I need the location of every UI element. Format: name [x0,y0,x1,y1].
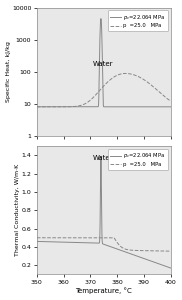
p  =25.0   MPa [87,236,89,240]
$p_c$=22.064 MPa [123,250,125,253]
p  =25.0   MPa [169,99,172,103]
$p_c$=22.064 MPa [136,254,138,258]
$p_c$=22.064 MPa [87,241,89,245]
$p_c$=22.064 MPa [100,154,102,158]
$p_c$=22.064 MPa [123,105,125,109]
p  =25.0   MPa [169,249,172,253]
Y-axis label: Specific Heat, kJ/kg: Specific Heat, kJ/kg [6,41,11,102]
$p_c$=22.064 MPa [87,105,89,109]
$p_c$=22.064 MPa [116,247,118,251]
p  =25.0   MPa [87,100,89,104]
$p_c$=22.064 MPa [60,105,62,109]
$p_c$=22.064 MPa [100,17,102,20]
Legend: $p_c$=22.064 MPa, p  =25.0   MPa: $p_c$=22.064 MPa, p =25.0 MPa [108,149,168,170]
p  =25.0   MPa [146,80,148,83]
$p_c$=22.064 MPa [36,105,38,109]
Line: $p_c$=22.064 MPa: $p_c$=22.064 MPa [37,156,171,268]
p  =25.0   MPa [123,72,125,75]
Line: $p_c$=22.064 MPa: $p_c$=22.064 MPa [37,19,171,107]
p  =25.0   MPa [123,247,125,250]
$p_c$=22.064 MPa [169,266,172,270]
Y-axis label: Thermal Conductivity, W/m·K: Thermal Conductivity, W/m·K [15,164,20,256]
Text: Water: Water [93,155,114,161]
p  =25.0   MPa [60,105,62,109]
p  =25.0   MPa [36,105,38,109]
Text: Water: Water [93,61,114,68]
$p_c$=22.064 MPa [146,258,148,261]
p  =25.0   MPa [116,74,118,77]
$p_c$=22.064 MPa [136,105,138,109]
$p_c$=22.064 MPa [146,105,148,109]
$p_c$=22.064 MPa [60,240,62,244]
p  =25.0   MPa [60,236,62,240]
$p_c$=22.064 MPa [36,240,38,243]
p  =25.0   MPa [124,72,126,75]
p  =25.0   MPa [136,74,138,78]
Line: p  =25.0   MPa: p =25.0 MPa [37,74,171,107]
$p_c$=22.064 MPa [169,105,172,109]
Line: p  =25.0   MPa: p =25.0 MPa [37,238,171,251]
X-axis label: Temperature, °C: Temperature, °C [75,288,132,294]
$p_c$=22.064 MPa [116,105,118,109]
p  =25.0   MPa [136,249,138,252]
p  =25.0   MPa [36,236,38,240]
Legend: $p_c$=22.064 MPa, p  =25.0   MPa: $p_c$=22.064 MPa, p =25.0 MPa [108,10,168,31]
p  =25.0   MPa [116,241,118,244]
p  =25.0   MPa [146,249,148,253]
